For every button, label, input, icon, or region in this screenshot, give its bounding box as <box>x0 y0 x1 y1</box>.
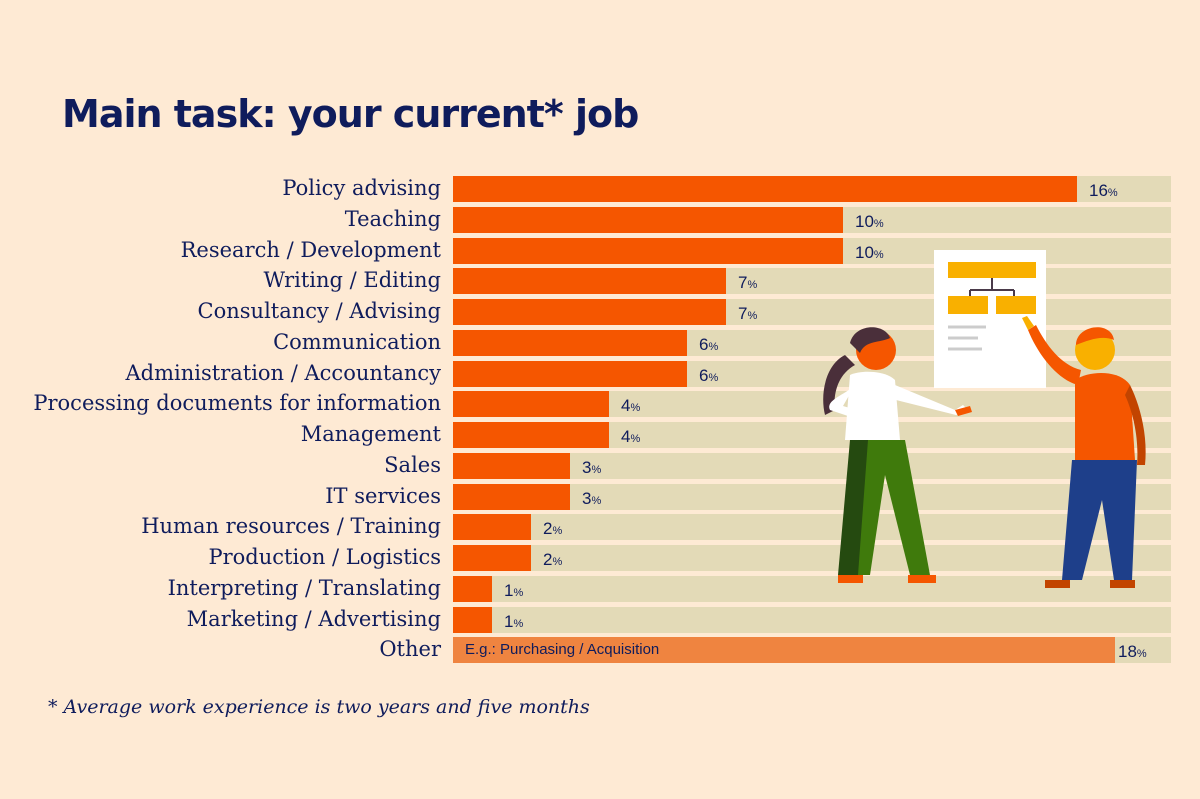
bar-track <box>453 514 1171 541</box>
bar <box>453 452 570 479</box>
bar <box>453 606 492 633</box>
bar <box>453 268 726 295</box>
value-label: 4% <box>621 427 641 446</box>
illustration-people-presenting <box>823 250 1146 588</box>
page-title: Main task: your current* job <box>62 92 639 136</box>
value-label: 1% <box>504 580 524 600</box>
bar <box>453 422 609 448</box>
category-label: Management <box>300 422 441 446</box>
bar <box>453 329 687 356</box>
footnote: * Average work experience is two years a… <box>48 696 590 718</box>
category-label: Interpreting / Translating <box>167 575 441 600</box>
category-label: Other <box>379 637 441 662</box>
bar <box>453 360 687 387</box>
bar-track <box>453 452 1171 479</box>
value-label: 4% <box>621 396 641 416</box>
bar <box>453 514 531 541</box>
category-label: Administration / Accountancy <box>125 360 442 385</box>
category-label: Production / Logistics <box>208 545 441 569</box>
category-label: Processing documents for information <box>33 391 441 416</box>
category-label: Communication <box>273 329 441 354</box>
category-label: Teaching <box>344 206 441 231</box>
category-label: Research / Development <box>180 237 441 262</box>
bar <box>453 575 492 602</box>
value-label: 10% <box>855 211 884 231</box>
value-label: 2% <box>543 550 563 569</box>
bar <box>453 391 609 418</box>
value-label: 7% <box>738 273 758 293</box>
category-label: Consultancy / Advising <box>197 299 441 323</box>
bar-track <box>453 545 1171 571</box>
bar-track <box>453 606 1171 633</box>
bar <box>453 237 843 264</box>
category-label: Marketing / Advertising <box>186 606 441 631</box>
category-label: Human resources / Training <box>141 514 441 539</box>
category-label: Policy advising <box>282 176 441 200</box>
bar <box>453 483 570 510</box>
value-label: 3% <box>582 457 602 477</box>
value-label: 2% <box>543 519 563 539</box>
value-label: 16% <box>1089 181 1118 200</box>
bar <box>453 176 1077 202</box>
category-label: Sales <box>384 452 441 477</box>
value-label: 1% <box>504 611 524 631</box>
category-label: Writing / Editing <box>263 268 441 293</box>
value-label: 18% <box>1118 642 1147 662</box>
value-label: 6% <box>699 365 719 385</box>
bar-annotation: E.g.: Purchasing / Acquisition <box>465 641 660 659</box>
value-label: 3% <box>582 488 602 508</box>
value-label: 10% <box>855 242 884 262</box>
value-label: 7% <box>738 304 758 323</box>
bar <box>453 206 843 233</box>
bar <box>453 545 531 571</box>
bar <box>453 637 1115 664</box>
category-label: IT services <box>325 483 441 508</box>
bar <box>453 299 726 325</box>
bar-track <box>453 483 1171 510</box>
value-label: 6% <box>699 334 719 354</box>
